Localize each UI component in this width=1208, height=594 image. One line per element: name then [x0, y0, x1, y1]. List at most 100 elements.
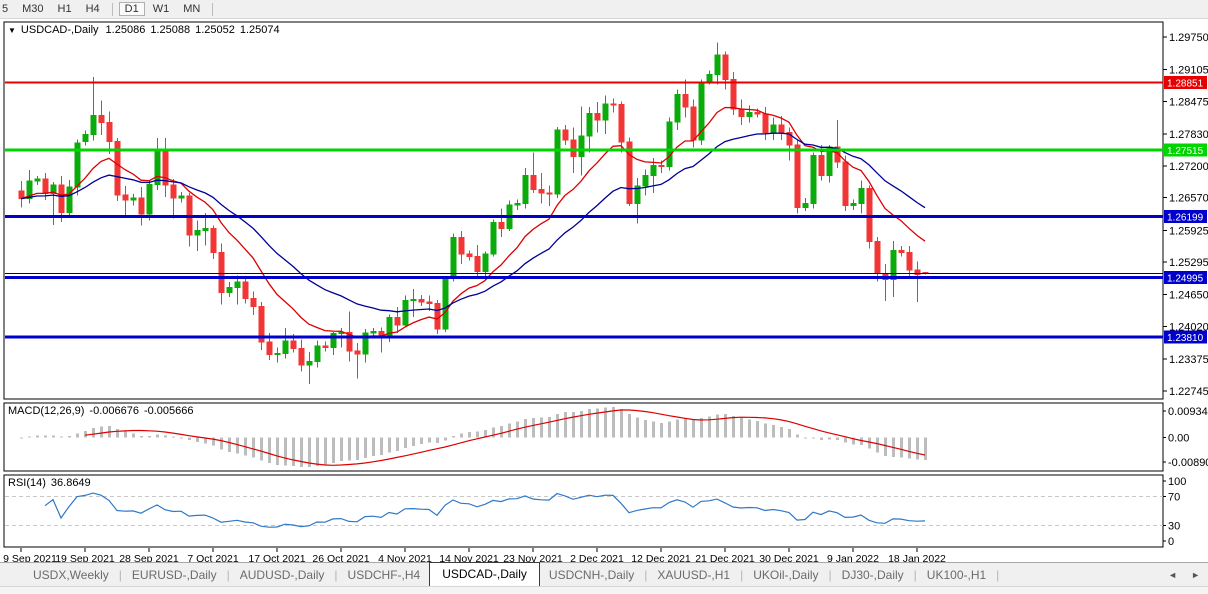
candle [530, 152, 537, 194]
candle [154, 138, 161, 191]
candle [130, 194, 137, 206]
date-tick-label: 2 Dec 2021 [570, 553, 624, 562]
rsi-axis-label: 70 [1168, 492, 1180, 504]
macd-signal-value: -0.005666 [143, 405, 194, 417]
macd-signal-line [84, 409, 926, 466]
candle [114, 138, 121, 202]
candle [322, 341, 329, 352]
candle [418, 295, 425, 306]
date-tick-label: 17 Oct 2021 [248, 553, 305, 562]
tab-xauusd-h1[interactable]: XAUUSD-,H1 [657, 567, 731, 582]
candle [794, 140, 801, 214]
svg-text:1.26199: 1.26199 [1167, 212, 1204, 223]
candle [554, 126, 561, 199]
candle [58, 175, 65, 222]
date-tick-label: 18 Jan 2022 [888, 553, 946, 562]
candle [306, 351, 313, 385]
tab-separator: | [740, 567, 744, 582]
candle [410, 289, 417, 317]
price-line-label: 1.23810 [1164, 330, 1207, 344]
tabs-scroll-left-icon[interactable]: ◄ [1168, 569, 1178, 580]
slow-ma-line [20, 132, 926, 313]
candle [202, 212, 209, 246]
candle [698, 79, 705, 146]
candle [362, 329, 369, 363]
candle [450, 233, 457, 282]
price-axis-tick-label: 1.28475 [1169, 96, 1208, 108]
rsi-line [44, 492, 926, 528]
tf-button-w1[interactable]: W1 [152, 3, 170, 15]
date-tick-label: 9 Jan 2022 [827, 553, 879, 562]
macd-axis-label: 0.009345 [1168, 406, 1208, 418]
candle [122, 186, 129, 216]
candle [218, 243, 225, 305]
ohlc-low: 1.25052 [195, 24, 235, 36]
tabs-scroll-right-icon[interactable]: ► [1191, 569, 1200, 580]
date-tick-label: 9 Sep 2021 [3, 553, 57, 562]
rsi-axis-label: 30 [1168, 520, 1180, 532]
candle [890, 241, 897, 297]
candle [274, 347, 281, 363]
candle [82, 130, 89, 146]
tab-usdchf-h4[interactable]: USDCHF-,H4 [347, 567, 421, 582]
candle [426, 295, 433, 311]
macd-name: MACD(12,26,9) [8, 405, 85, 417]
candle [482, 251, 489, 281]
tab-audusd-daily[interactable]: AUDUSD-,Daily [239, 567, 325, 582]
fast-ma-line [20, 106, 926, 338]
candle [562, 124, 569, 146]
candle [642, 169, 649, 196]
rsi-panel[interactable] [3, 474, 1164, 548]
candle [602, 95, 609, 135]
candle [666, 117, 673, 171]
rsi-axis-label: 100 [1168, 476, 1186, 488]
date-tick-label: 28 Sep 2021 [119, 553, 179, 562]
chart-canvas[interactable]: 1.28851 1.27515 1.26199 1.24995 1.23810 1.297… [0, 0, 1208, 562]
tab-usdcnh-daily[interactable]: USDCNH-,Daily [548, 567, 635, 582]
tf-button-mn[interactable]: MN [183, 3, 201, 15]
chart-tabs-bar: USDX,Weekly | EURUSD-,Daily | AUDUSD-,Daily |… [0, 562, 1208, 586]
tf-button-m30[interactable]: M30 [22, 3, 44, 15]
candle [170, 179, 177, 219]
tab-dj30-daily[interactable]: DJ30-,Daily [841, 567, 904, 582]
chart-dropdown-icon[interactable]: ▼ [8, 26, 16, 35]
price-axis-tick-label: 1.24650 [1169, 290, 1208, 302]
price-axis-tick-label: 1.27830 [1169, 129, 1208, 141]
candle [466, 250, 473, 261]
candle [498, 208, 505, 238]
candle [674, 89, 681, 130]
candle [98, 100, 105, 136]
date-tick-label: 21 Dec 2021 [695, 553, 755, 562]
candle [354, 343, 361, 379]
candle [34, 175, 41, 186]
candle [514, 199, 521, 210]
candle [714, 42, 721, 85]
candle [626, 137, 633, 206]
date-tick-label: 4 Nov 2021 [378, 553, 432, 562]
tab-usdx-weekly[interactable]: USDX,Weekly [33, 567, 109, 582]
date-tick-label: 19 Sep 2021 [55, 553, 115, 562]
candlestick-series [18, 42, 929, 385]
price-axis-tick-label: 1.24020 [1169, 322, 1208, 334]
price-axis-tick-label: 1.23375 [1169, 354, 1208, 366]
main-price-panel[interactable] [3, 21, 1164, 400]
tab-separator: | [334, 567, 338, 582]
tab-eurusd-daily[interactable]: EURUSD-,Daily [131, 567, 217, 582]
tab-usdcad-daily[interactable]: USDCAD-,Daily [429, 562, 540, 586]
tab-ukoil-daily[interactable]: UKOil-,Daily [753, 567, 819, 582]
candle [138, 187, 145, 226]
tf-button-d1[interactable]: D1 [118, 2, 145, 16]
candle [178, 192, 185, 203]
rsi-axis-label: 0 [1168, 536, 1174, 548]
tab-uk100-h1[interactable]: UK100-,H1 [926, 567, 987, 582]
tf-button-m5[interactable]: 5 [2, 3, 9, 15]
candle [810, 152, 817, 209]
svg-text:1.28851: 1.28851 [1167, 78, 1204, 89]
tf-button-h1[interactable]: H1 [57, 3, 72, 15]
candle [770, 117, 777, 141]
macd-axis-label: -0.008902 [1168, 457, 1208, 469]
date-tick-label: 14 Nov 2021 [439, 553, 499, 562]
tf-button-h4[interactable]: H4 [85, 3, 100, 15]
macd-axis-label: 0.00 [1168, 432, 1189, 444]
candle [610, 98, 617, 113]
